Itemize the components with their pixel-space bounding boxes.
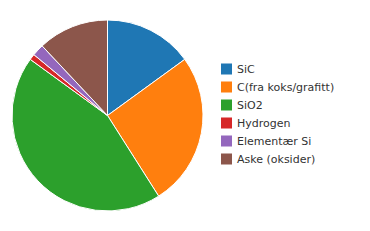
legend-item: SiO2 xyxy=(221,99,263,112)
legend-item: Aske (oksider) xyxy=(221,153,315,166)
legend-label: Elementær Si xyxy=(237,135,311,148)
legend-label: Hydrogen xyxy=(237,117,291,130)
pie-slice xyxy=(42,20,107,116)
pie xyxy=(12,20,203,211)
legend-item: C(fra koks/grafitt) xyxy=(221,81,334,94)
legend: SiC C(fra koks/grafitt) SiO2 Hydrogen Elemen… xyxy=(221,63,334,166)
legend-label: SiO2 xyxy=(237,99,263,112)
legend-swatch xyxy=(221,118,232,129)
legend-swatch xyxy=(221,154,232,165)
legend-item: Elementær Si xyxy=(221,135,311,148)
legend-swatch xyxy=(221,136,232,147)
chart: SiC C(fra koks/grafitt) SiO2 Hydrogen Elemen… xyxy=(0,0,370,231)
legend-label: SiC xyxy=(237,63,255,76)
legend-swatch xyxy=(221,82,232,93)
legend-item: SiC xyxy=(221,63,255,76)
legend-item: Hydrogen xyxy=(221,117,291,130)
legend-swatch xyxy=(221,100,232,111)
legend-swatch xyxy=(221,64,232,75)
legend-label: C(fra koks/grafitt) xyxy=(237,81,334,94)
legend-label: Aske (oksider) xyxy=(237,153,315,166)
